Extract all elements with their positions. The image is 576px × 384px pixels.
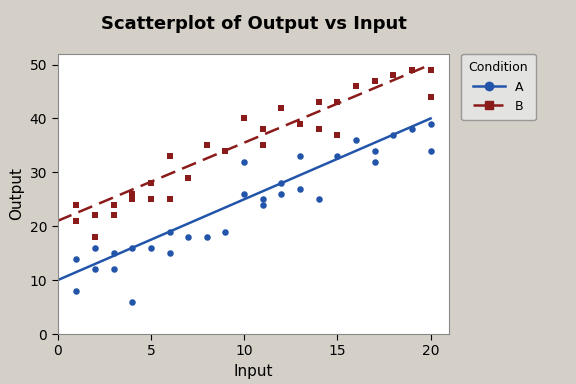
- Point: [351, 83, 361, 89]
- Point: [71, 202, 81, 208]
- Point: [295, 153, 305, 159]
- Point: [314, 99, 323, 105]
- Point: [184, 234, 193, 240]
- Point: [277, 191, 286, 197]
- Point: [109, 250, 118, 256]
- Point: [146, 180, 156, 186]
- Point: [128, 196, 137, 202]
- Point: [240, 159, 249, 165]
- Point: [426, 148, 435, 154]
- Point: [184, 175, 193, 181]
- Point: [240, 191, 249, 197]
- Point: [277, 180, 286, 186]
- Point: [90, 266, 100, 273]
- Point: [146, 245, 156, 251]
- Y-axis label: Output: Output: [9, 167, 24, 220]
- Point: [258, 202, 267, 208]
- Point: [221, 228, 230, 235]
- Point: [333, 153, 342, 159]
- Point: [128, 245, 137, 251]
- Point: [333, 99, 342, 105]
- Point: [71, 218, 81, 224]
- Point: [389, 132, 398, 138]
- Point: [90, 245, 100, 251]
- Legend: A, B: A, B: [461, 54, 536, 120]
- Point: [128, 299, 137, 305]
- Point: [221, 148, 230, 154]
- Point: [71, 255, 81, 262]
- Point: [202, 234, 211, 240]
- Point: [165, 250, 174, 256]
- Point: [295, 121, 305, 127]
- Point: [295, 185, 305, 192]
- Point: [258, 126, 267, 132]
- Point: [165, 153, 174, 159]
- Point: [314, 126, 323, 132]
- Point: [370, 78, 379, 84]
- Point: [109, 202, 118, 208]
- Point: [370, 148, 379, 154]
- Point: [90, 212, 100, 218]
- Point: [71, 288, 81, 294]
- Point: [407, 126, 416, 132]
- Point: [109, 212, 118, 218]
- Point: [426, 67, 435, 73]
- Point: [258, 142, 267, 149]
- Point: [277, 104, 286, 111]
- Point: [351, 137, 361, 143]
- Point: [426, 121, 435, 127]
- Point: [389, 72, 398, 78]
- Text: Scatterplot of Output vs Input: Scatterplot of Output vs Input: [100, 15, 407, 33]
- Point: [314, 196, 323, 202]
- Point: [146, 196, 156, 202]
- X-axis label: Input: Input: [234, 364, 273, 379]
- Point: [202, 142, 211, 149]
- Point: [240, 115, 249, 121]
- Point: [426, 94, 435, 100]
- Point: [109, 266, 118, 273]
- Point: [165, 196, 174, 202]
- Point: [128, 191, 137, 197]
- Point: [90, 234, 100, 240]
- Point: [258, 196, 267, 202]
- Point: [333, 132, 342, 138]
- Point: [407, 67, 416, 73]
- Point: [165, 228, 174, 235]
- Point: [370, 159, 379, 165]
